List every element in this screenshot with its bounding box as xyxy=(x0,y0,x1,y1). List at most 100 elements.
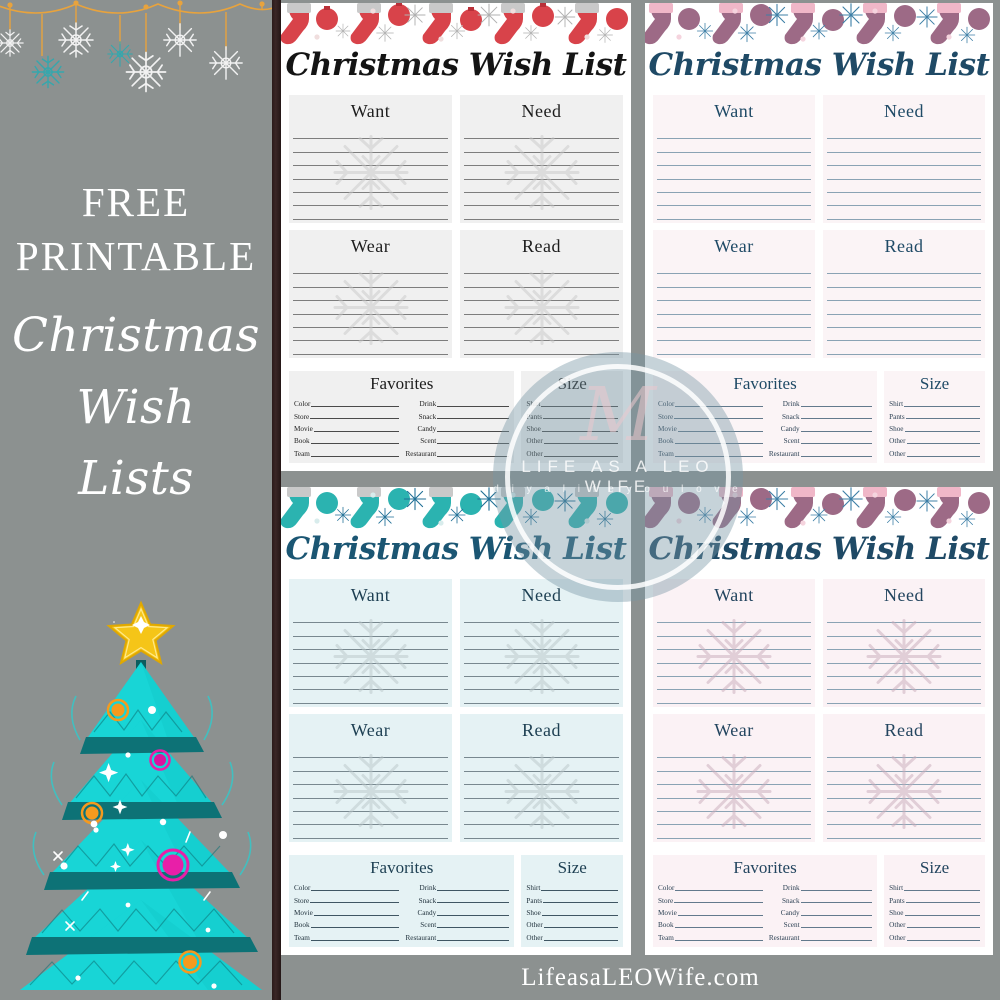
field-input[interactable] xyxy=(905,418,980,420)
printable-sheet-bottom-right[interactable]: Christmas Wish List Want xyxy=(645,487,993,955)
field-input[interactable] xyxy=(800,418,873,420)
field-input[interactable] xyxy=(437,455,510,457)
list-box-wear[interactable]: Wear xyxy=(289,714,452,842)
field-input[interactable] xyxy=(437,418,510,420)
field-input[interactable] xyxy=(674,418,763,420)
field-input[interactable] xyxy=(437,443,510,445)
list-box-read[interactable]: Read xyxy=(823,230,985,358)
site-url[interactable]: LifeasaLEOWife.com xyxy=(521,963,760,991)
field-input[interactable] xyxy=(437,902,510,904)
field-input[interactable] xyxy=(310,902,400,904)
field-input[interactable] xyxy=(541,430,618,432)
printable-sheet-top-left[interactable]: Christmas Wish List Want xyxy=(281,3,631,471)
list-box-want[interactable]: Want xyxy=(653,95,815,223)
field-input[interactable] xyxy=(674,939,763,941)
field-input[interactable] xyxy=(674,927,763,929)
list-box-want[interactable]: Want xyxy=(289,579,452,707)
field-input[interactable] xyxy=(800,914,873,916)
favorites-section[interactable]: Favorites Color Store Movie Book Team Dr… xyxy=(289,855,515,947)
printable-sheet-top-right[interactable]: Christmas Wish List Want xyxy=(645,3,993,471)
ruled-lines[interactable] xyxy=(653,261,815,355)
ruled-lines[interactable] xyxy=(289,261,452,355)
field-input[interactable] xyxy=(437,430,510,432)
field-input[interactable] xyxy=(310,927,400,929)
field-input[interactable] xyxy=(311,405,400,407)
ruled-lines[interactable] xyxy=(460,126,623,220)
list-box-wear[interactable]: Wear xyxy=(653,714,815,842)
field-input[interactable] xyxy=(905,902,980,904)
field-input[interactable] xyxy=(675,889,763,891)
field-input[interactable] xyxy=(311,889,400,891)
list-box-need[interactable]: Need xyxy=(460,95,623,223)
field-input[interactable] xyxy=(906,939,980,941)
field-input[interactable] xyxy=(677,914,763,916)
field-input[interactable] xyxy=(543,443,618,445)
field-input[interactable] xyxy=(310,939,400,941)
ruled-lines[interactable] xyxy=(460,261,623,355)
list-box-read[interactable]: Read xyxy=(460,714,623,842)
list-box-need[interactable]: Need xyxy=(823,579,985,707)
list-box-want[interactable]: Want xyxy=(653,579,815,707)
ruled-lines[interactable] xyxy=(460,745,623,839)
ruled-lines[interactable] xyxy=(823,610,985,704)
field-input[interactable] xyxy=(904,914,980,916)
size-section[interactable]: Size Shirt Pants Shoe Other Other xyxy=(521,855,623,947)
field-input[interactable] xyxy=(906,455,980,457)
field-input[interactable] xyxy=(674,902,763,904)
ruled-lines[interactable] xyxy=(823,745,985,839)
field-input[interactable] xyxy=(674,455,763,457)
favorites-section[interactable]: Favorites Color Store Movie Book Team Dr… xyxy=(653,371,878,463)
field-input[interactable] xyxy=(437,914,510,916)
list-box-read[interactable]: Read xyxy=(460,230,623,358)
ruled-lines[interactable] xyxy=(653,610,815,704)
ruled-lines[interactable] xyxy=(823,261,985,355)
ruled-lines[interactable] xyxy=(289,745,452,839)
favorites-section[interactable]: Favorites Color Store Movie Book Team Dr… xyxy=(653,855,878,947)
list-box-wear[interactable]: Wear xyxy=(653,230,815,358)
field-input[interactable] xyxy=(313,914,400,916)
list-box-wear[interactable]: Wear xyxy=(289,230,452,358)
field-input[interactable] xyxy=(904,889,980,891)
ruled-lines[interactable] xyxy=(289,610,452,704)
ruled-lines[interactable] xyxy=(823,126,985,220)
field-input[interactable] xyxy=(904,430,980,432)
field-input[interactable] xyxy=(310,418,400,420)
field-input[interactable] xyxy=(800,939,873,941)
field-input[interactable] xyxy=(800,430,873,432)
printable-sheet-bottom-left[interactable]: Christmas Wish List Want xyxy=(281,487,631,955)
ruled-lines[interactable] xyxy=(289,126,452,220)
list-box-need[interactable]: Need xyxy=(460,579,623,707)
field-input[interactable] xyxy=(674,443,763,445)
field-input[interactable] xyxy=(543,927,618,929)
favorites-section[interactable]: Favorites Color Store Movie Book Team Dr… xyxy=(289,371,515,463)
ruled-lines[interactable] xyxy=(653,745,815,839)
field-input[interactable] xyxy=(906,927,980,929)
field-input[interactable] xyxy=(800,927,873,929)
ruled-lines[interactable] xyxy=(460,610,623,704)
field-input[interactable] xyxy=(437,927,510,929)
field-input[interactable] xyxy=(310,455,400,457)
field-input[interactable] xyxy=(313,430,400,432)
field-input[interactable] xyxy=(437,939,510,941)
field-input[interactable] xyxy=(541,914,618,916)
field-input[interactable] xyxy=(543,939,618,941)
field-input[interactable] xyxy=(675,405,763,407)
field-input[interactable] xyxy=(543,455,618,457)
size-section[interactable]: Size Shirt Pants Shoe Other Other xyxy=(884,855,985,947)
field-input[interactable] xyxy=(677,430,763,432)
field-input[interactable] xyxy=(543,902,618,904)
field-input[interactable] xyxy=(906,443,980,445)
ruled-lines[interactable] xyxy=(653,126,815,220)
field-input[interactable] xyxy=(800,443,873,445)
field-input[interactable] xyxy=(541,889,618,891)
list-box-need[interactable]: Need xyxy=(823,95,985,223)
list-box-read[interactable]: Read xyxy=(823,714,985,842)
field-input[interactable] xyxy=(800,889,873,891)
size-section[interactable]: Size Shirt Pants Shoe Other Other xyxy=(521,371,623,463)
field-input[interactable] xyxy=(437,405,510,407)
size-section[interactable]: Size Shirt Pants Shoe Other Other xyxy=(884,371,985,463)
field-input[interactable] xyxy=(800,405,873,407)
field-input[interactable] xyxy=(310,443,400,445)
field-input[interactable] xyxy=(541,405,618,407)
list-box-want[interactable]: Want xyxy=(289,95,452,223)
